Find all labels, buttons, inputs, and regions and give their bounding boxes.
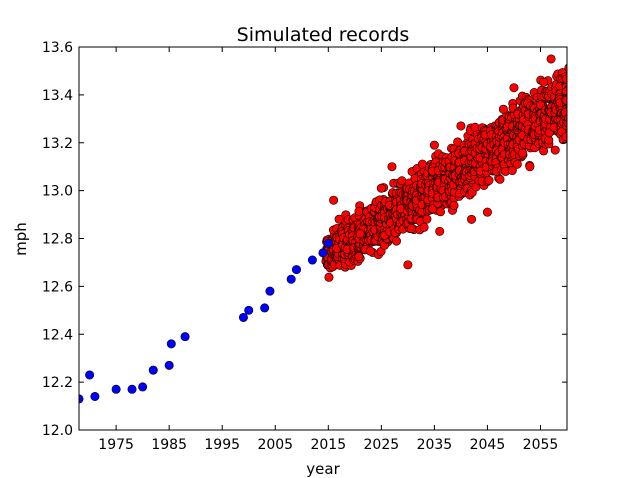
x-tick-label: 2035 <box>417 437 453 453</box>
red-point <box>391 236 401 246</box>
red-point <box>436 207 446 217</box>
blue-point <box>244 305 254 315</box>
red-point <box>422 214 432 224</box>
red-point <box>546 54 556 64</box>
y-tick-label: 13.2 <box>42 136 73 152</box>
blue-point <box>148 365 158 375</box>
red-point <box>449 201 459 211</box>
x-tick-label: 1975 <box>98 437 134 453</box>
red-point <box>406 224 416 234</box>
data-layer <box>79 54 567 404</box>
red-point <box>550 145 560 155</box>
blue-point <box>238 312 248 322</box>
red-point <box>354 252 364 262</box>
red-point <box>403 260 413 270</box>
red-point <box>498 104 508 114</box>
red-point <box>525 162 535 172</box>
red-point <box>419 222 429 232</box>
red-point <box>482 207 492 217</box>
x-tick-label: 1995 <box>204 437 240 453</box>
red-point <box>509 83 519 93</box>
chart-title: Simulated records <box>237 24 410 46</box>
red-point <box>435 226 445 236</box>
blue-point <box>307 255 317 265</box>
red-point <box>484 175 494 185</box>
plot-frame <box>78 46 568 431</box>
red-point <box>512 159 522 169</box>
red-point <box>561 74 567 84</box>
y-tick-label: 12.2 <box>42 375 73 391</box>
y-tick-label: 13.0 <box>42 184 73 200</box>
red-point <box>365 246 375 256</box>
blue-point <box>291 265 301 275</box>
blue-point <box>180 332 190 342</box>
red-point <box>495 174 505 184</box>
red-point <box>564 63 567 72</box>
red-point <box>429 140 439 150</box>
x-tick-label: 2005 <box>257 437 293 453</box>
blue-point <box>85 370 95 380</box>
blue-point <box>260 303 270 313</box>
blue-point <box>138 382 148 392</box>
simulated-records-series <box>321 54 567 282</box>
y-tick-label: 13.6 <box>42 40 73 56</box>
y-tick-label: 12.4 <box>42 327 73 343</box>
red-point <box>539 77 549 87</box>
red-point <box>467 214 477 224</box>
blue-point <box>111 384 121 394</box>
blue-point <box>265 286 275 296</box>
y-axis-label: mph <box>12 222 30 256</box>
x-axis-label: year <box>306 460 340 478</box>
tick-layer: 1975 1985 1995 2005 2015 2025 2035 2045 2055 12.0… <box>42 40 567 453</box>
red-point <box>387 162 397 172</box>
blue-point <box>323 238 333 248</box>
x-tick-label: 2055 <box>523 437 559 453</box>
red-point <box>561 132 567 142</box>
x-tick-label: 2045 <box>470 437 506 453</box>
blue-point <box>90 391 100 401</box>
y-tick-label: 12.0 <box>42 423 73 439</box>
red-point <box>456 121 466 131</box>
x-tick-label: 2025 <box>364 437 400 453</box>
blue-point <box>318 248 328 258</box>
red-point <box>329 195 339 205</box>
y-tick-label: 13.4 <box>42 88 73 104</box>
red-point <box>376 183 386 193</box>
red-point <box>564 113 567 123</box>
y-tick-label: 12.6 <box>42 279 73 295</box>
red-point <box>507 166 517 176</box>
blue-point <box>127 384 137 394</box>
blue-point <box>166 339 176 349</box>
historical-records-series <box>79 238 333 404</box>
red-point <box>355 229 365 239</box>
blue-point <box>286 274 296 284</box>
red-point <box>561 87 567 97</box>
x-tick-label: 1985 <box>151 437 187 453</box>
red-point <box>518 148 528 158</box>
y-tick-label: 12.8 <box>42 232 73 248</box>
x-tick-label: 2015 <box>310 437 346 453</box>
blue-point <box>164 360 174 370</box>
red-point <box>324 272 334 282</box>
red-point <box>354 206 364 216</box>
